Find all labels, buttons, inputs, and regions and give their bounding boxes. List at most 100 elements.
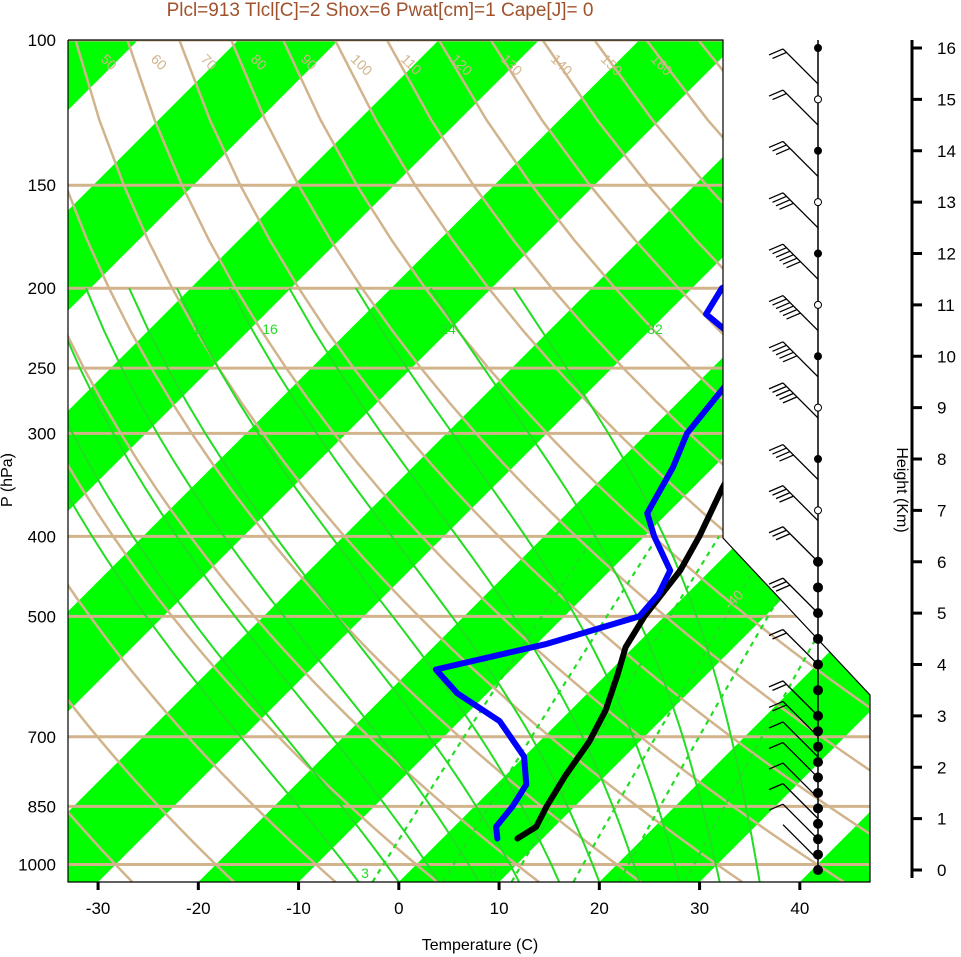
height-tick-label: 5 — [937, 604, 946, 623]
mixing-ratio-line — [617, 535, 816, 882]
sounding-marker — [813, 582, 823, 593]
height-tick-label: 6 — [937, 553, 946, 572]
theta-label: 60 — [148, 51, 170, 73]
wind-barb-feather — [775, 584, 791, 592]
wind-barb-feather — [768, 443, 784, 452]
dry-adiabat — [68, 40, 642, 882]
isotherm-band — [68, 40, 540, 882]
x-tick-label: -30 — [86, 899, 111, 918]
mixing-ratio-line — [572, 535, 776, 882]
wind-barb — [782, 89, 819, 126]
wind-barb-feather — [772, 581, 787, 589]
wind-barb — [782, 803, 819, 840]
wind-barb — [782, 577, 819, 614]
wind-barb-feather — [775, 147, 791, 156]
dry-adiabat — [68, 40, 337, 882]
y-tick-label: 250 — [28, 359, 56, 378]
moist-adiabat — [68, 287, 360, 882]
wind-barb-feather — [775, 533, 791, 541]
sounding-marker — [814, 44, 822, 52]
height-tick-label: 7 — [937, 501, 946, 520]
isotherm-band — [68, 40, 339, 882]
wind-barb-feather — [775, 250, 791, 258]
moist-adiabat — [355, 287, 681, 882]
x-tick-label: -10 — [286, 899, 311, 918]
y-tick-label: 300 — [28, 424, 56, 443]
sounding-marker — [813, 803, 823, 814]
wind-barb-feather — [772, 683, 787, 691]
sounding-marker — [814, 352, 822, 361]
wind-barb-feather — [768, 48, 784, 56]
wind-barb-feather — [768, 680, 784, 688]
y-tick-label: 1000 — [18, 856, 56, 875]
wind-barb-feather — [772, 144, 787, 152]
wind-barb-feather — [768, 294, 784, 303]
mixing-ratio-label: 8 — [489, 865, 497, 881]
wind-barb-feather — [768, 783, 784, 791]
wind-barb-feather — [786, 312, 801, 320]
dry-adiabat — [906, 40, 961, 882]
wind-barb-feather — [779, 202, 794, 210]
wind-barb-feather — [775, 450, 791, 459]
isotherm-band — [68, 40, 740, 882]
isotherm-label: -10 — [721, 316, 747, 342]
wind-barb — [782, 742, 819, 778]
mixing-ratio-label: 16 — [262, 321, 278, 337]
dry-adiabat — [333, 40, 870, 882]
wind-barb — [782, 140, 819, 177]
wind-profile — [768, 40, 823, 875]
y-tick-label: 100 — [28, 31, 56, 50]
wind-barb-feather — [772, 51, 787, 60]
wind-barb-feather — [772, 704, 787, 712]
wind-barb-feather — [768, 577, 784, 585]
isotherm-label: -20 — [721, 406, 747, 432]
wind-barb — [782, 526, 819, 563]
wind-barb-feather — [768, 526, 784, 534]
x-tick-label: 40 — [790, 899, 809, 918]
moist-adiabat — [229, 287, 601, 882]
height-tick-label: 0 — [937, 861, 946, 880]
y-tick-label: 700 — [28, 728, 56, 747]
sounding-marker — [814, 146, 822, 155]
sounding-marker — [814, 455, 822, 463]
wind-barb-feather — [772, 195, 787, 203]
height-axis-title: Height (Km) — [893, 447, 910, 532]
height-tick-label: 2 — [937, 758, 946, 777]
wind-barb-feather — [782, 396, 798, 404]
wind-barb — [782, 382, 819, 419]
moist-adiabat — [85, 287, 480, 882]
plot-frame — [67, 39, 871, 883]
height-tick-label: 14 — [937, 142, 956, 161]
height-tick-label: 16 — [937, 39, 956, 58]
isotherm-label: 10 — [721, 140, 743, 162]
dry-adiabat — [437, 40, 870, 882]
wind-barb-feather — [772, 529, 787, 537]
wind-barb — [782, 721, 819, 758]
height-tick-label: 1 — [937, 810, 946, 829]
x-tick-label: 10 — [490, 899, 509, 918]
sounding-marker — [813, 757, 823, 768]
height-tick-label: 4 — [937, 656, 946, 675]
wind-barb-feather — [768, 382, 784, 390]
wind-barb-feather — [779, 305, 794, 313]
wind-barb-feather — [768, 628, 784, 637]
dry-adiabat — [230, 40, 870, 882]
wind-barb-feather — [779, 254, 794, 262]
dry-adiabat — [126, 40, 845, 882]
wind-barb — [782, 783, 819, 820]
moist-adiabat — [429, 287, 721, 882]
sounding-marker — [814, 95, 822, 104]
wind-barb-feather — [779, 495, 794, 503]
height-tick-label: 3 — [937, 707, 946, 726]
dry-adiabat — [68, 40, 235, 882]
mixing-ratio-line — [510, 535, 721, 882]
wind-barb — [782, 485, 819, 522]
wind-barb-feather — [772, 488, 787, 496]
x-tick-label: 0 — [394, 899, 403, 918]
height-tick-label: 11 — [937, 296, 955, 315]
y-tick-label: 400 — [28, 527, 56, 546]
x-axis-title: Temperature (C) — [422, 937, 538, 954]
sounding-marker — [813, 849, 823, 860]
y-tick-label: 150 — [28, 176, 56, 195]
